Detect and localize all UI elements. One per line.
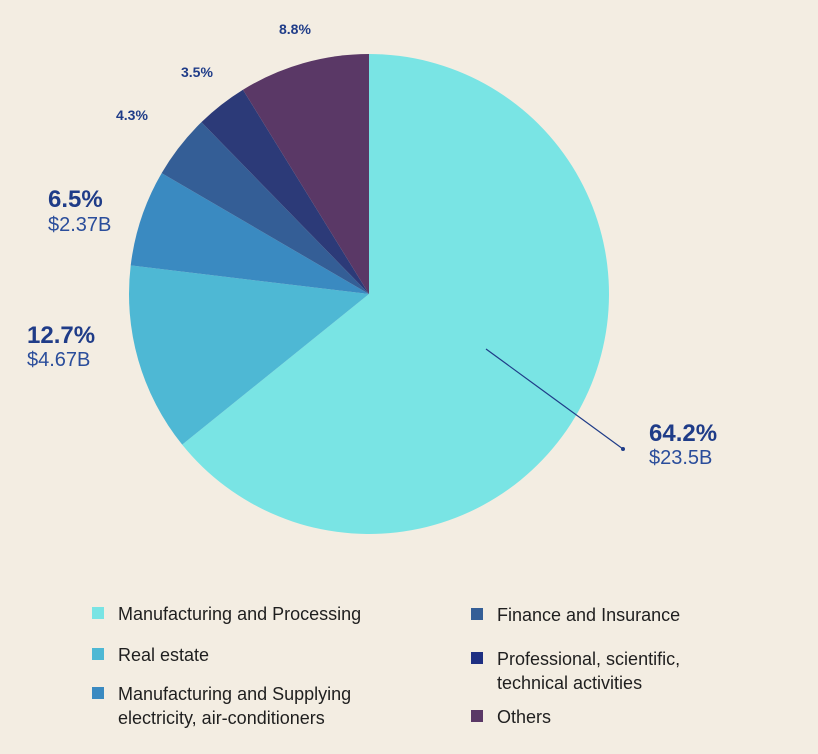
pie-slice-manufacturing-and-processing xyxy=(182,54,610,534)
legend-label: Manufacturing and Processing xyxy=(118,604,362,624)
leader-line-manufacturing-processing xyxy=(485,348,624,450)
slice-label-pct-others: 8.8% xyxy=(279,21,311,37)
slice-label-value-electricity: $2.37B xyxy=(48,214,111,236)
legend-label-line2: electricity, air-conditioners xyxy=(118,708,325,728)
slice-label-pct-electricity: 6.5% xyxy=(48,186,103,213)
legend-swatch xyxy=(92,648,104,660)
legend: Manufacturing and Processing Real estate… xyxy=(0,590,818,754)
pie-slice-manufacturing-and-supplying-electricity-air-conditioners xyxy=(130,173,369,294)
pie-chart: 64.2% $23.5B 12.7% $4.67B 6.5% $2.37B 4.… xyxy=(27,21,717,534)
slice-label-pct-professional: 3.5% xyxy=(181,64,213,80)
slice-label-pct-finance: 4.3% xyxy=(116,107,148,123)
legend-swatch xyxy=(92,687,104,699)
slice-label-pct-manufacturing-processing: 64.2% xyxy=(649,420,717,447)
slice-label-value-real-estate: $4.67B xyxy=(27,349,90,371)
legend-item-others: Others xyxy=(471,705,551,729)
legend-label: Professional, scientific, xyxy=(497,649,681,669)
legend-swatch xyxy=(471,652,483,664)
legend-label: Finance and Insurance xyxy=(497,605,681,625)
legend-label: Real estate xyxy=(118,645,210,665)
pie-slice-professional-scientific-technical-activities xyxy=(201,89,369,294)
legend-label-line2: technical activities xyxy=(497,673,643,693)
legend-item-real-estate: Real estate xyxy=(92,643,209,667)
legend-swatch xyxy=(92,607,104,619)
legend-item-electricity: Manufacturing and Supplying electricity,… xyxy=(92,682,351,730)
legend-item-manufacturing-processing: Manufacturing and Processing xyxy=(92,602,361,626)
pie-slice-real-estate xyxy=(129,265,369,445)
slice-label-pct-real-estate: 12.7% xyxy=(27,322,95,349)
pie-slice-finance-and-insurance xyxy=(161,122,369,294)
legend-item-professional: Professional, scientific, technical acti… xyxy=(471,647,680,695)
legend-swatch xyxy=(471,710,483,722)
legend-label: Others xyxy=(497,707,552,727)
slice-label-value-manufacturing-processing: $23.5B xyxy=(649,447,712,469)
legend-swatch xyxy=(471,608,483,620)
legend-item-finance: Finance and Insurance xyxy=(471,603,680,627)
pie-slice-others xyxy=(242,54,369,294)
leader-dot-manufacturing-processing xyxy=(621,447,625,451)
legend-label: Manufacturing and Supplying xyxy=(118,684,352,704)
